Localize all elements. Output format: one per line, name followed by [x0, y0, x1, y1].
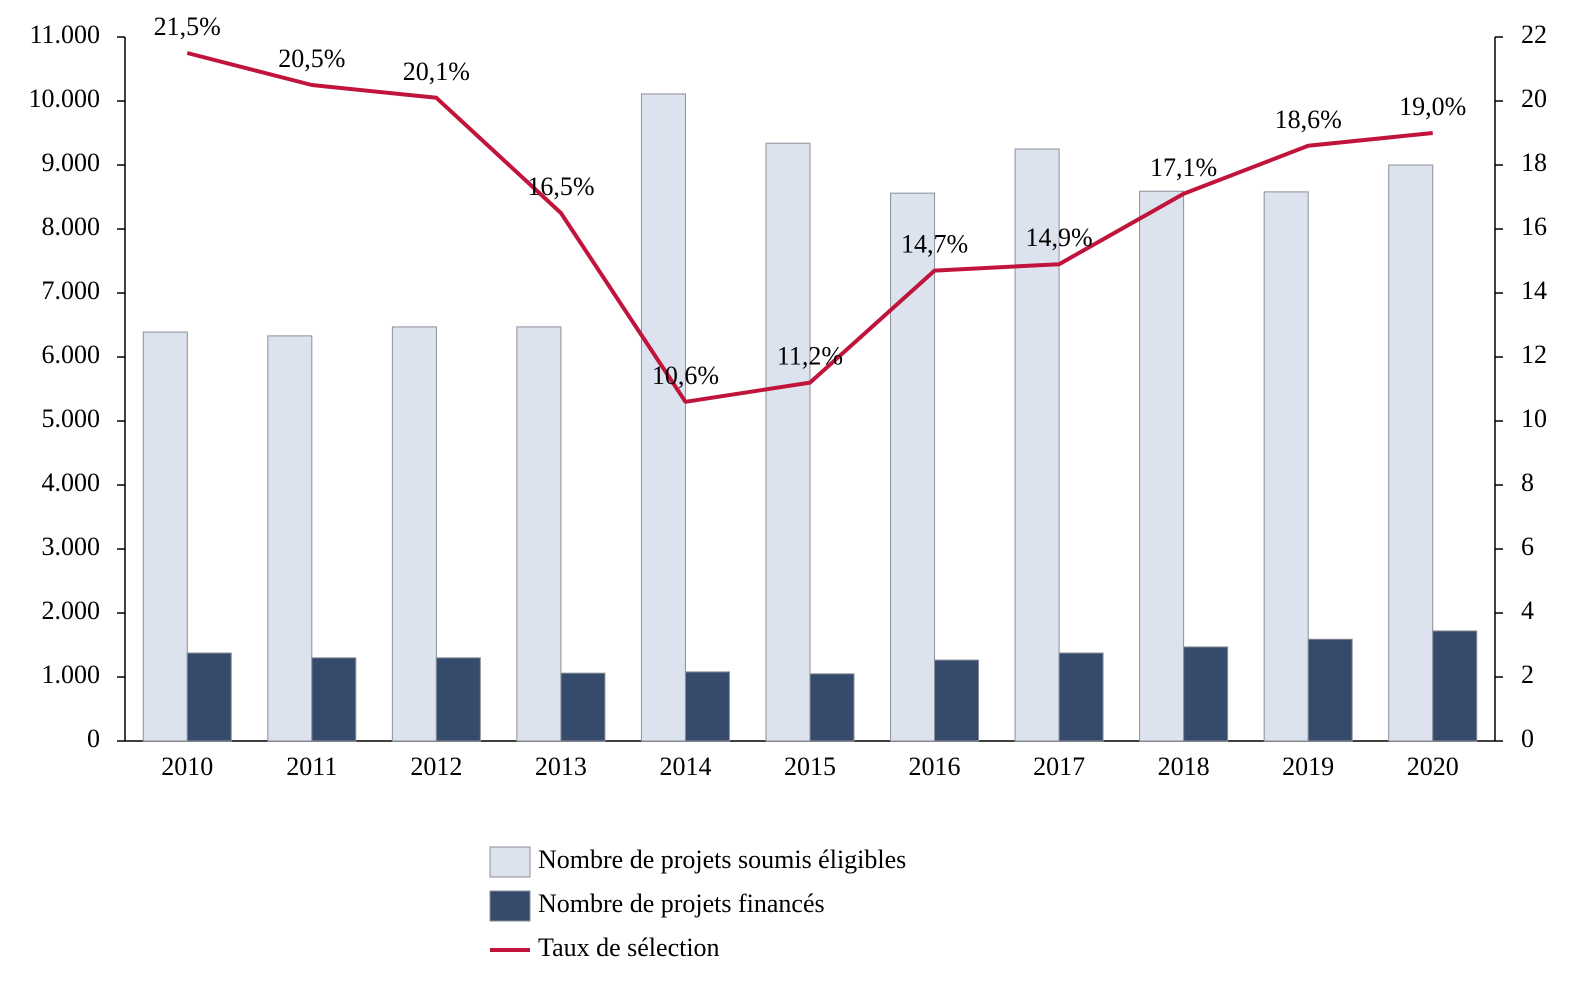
bar [934, 659, 980, 742]
bar [1432, 630, 1478, 742]
x-tick-label: 2016 [909, 752, 961, 781]
y-tick-label: 0 [87, 724, 100, 753]
y-tick-label: 10.000 [29, 84, 101, 113]
y-tick-label: 6.000 [42, 340, 101, 369]
bar [890, 192, 936, 742]
bar [1263, 191, 1309, 742]
bar [1388, 164, 1434, 742]
y2-tick-label: 14 [1521, 276, 1547, 305]
bar [391, 326, 437, 742]
x-tick-label: 2010 [161, 752, 213, 781]
x-tick-label: 2014 [659, 752, 711, 781]
bar [1183, 646, 1229, 742]
x-tick-label: 2011 [286, 752, 337, 781]
bar [516, 326, 562, 742]
legend-label: Taux de sélection [538, 933, 720, 962]
y2-tick-label: 2 [1521, 660, 1534, 689]
bar [1307, 638, 1353, 742]
data-label: 14,9% [1026, 223, 1093, 252]
bar [267, 335, 313, 742]
data-label: 20,5% [278, 44, 345, 73]
data-label: 14,7% [901, 230, 968, 259]
y-tick-label: 9.000 [42, 148, 101, 177]
legend-swatch [489, 890, 531, 922]
bar [684, 671, 730, 742]
y2-tick-label: 16 [1521, 212, 1547, 241]
line [186, 51, 1433, 404]
bar [1058, 652, 1104, 742]
bar [640, 93, 686, 742]
bar [186, 652, 232, 742]
x-tick-label: 2017 [1033, 752, 1085, 781]
y2-tick-label: 10 [1521, 404, 1547, 433]
legend-swatch [489, 846, 531, 878]
y2-tick-label: 4 [1521, 596, 1534, 625]
y-tick-label: 8.000 [42, 212, 101, 241]
x-tick-label: 2015 [784, 752, 836, 781]
data-label: 21,5% [154, 12, 221, 41]
y2-tick-label: 22 [1521, 20, 1547, 49]
x-tick-label: 2012 [410, 752, 462, 781]
data-label: 11,2% [777, 342, 843, 371]
y2-tick-label: 12 [1521, 340, 1547, 369]
y2-tick-label: 6 [1521, 532, 1534, 561]
legend-label: Nombre de projets soumis éligibles [538, 845, 906, 874]
data-label: 16,5% [527, 172, 594, 201]
y-tick-label: 11.000 [29, 20, 100, 49]
bar [765, 142, 811, 742]
y2-tick-label: 18 [1521, 148, 1547, 177]
legend-label: Nombre de projets financés [538, 889, 825, 918]
data-label: 18,6% [1275, 105, 1342, 134]
bar [809, 673, 855, 742]
data-label: 17,1% [1150, 153, 1217, 182]
y-tick-label: 1.000 [42, 660, 101, 689]
y2-tick-label: 8 [1521, 468, 1534, 497]
bar [560, 672, 606, 742]
y2-tick-label: 20 [1521, 84, 1547, 113]
bar [1139, 190, 1185, 742]
data-label: 10,6% [652, 361, 719, 390]
y-tick-label: 4.000 [42, 468, 101, 497]
data-label: 19,0% [1399, 92, 1466, 121]
y-tick-label: 2.000 [42, 596, 101, 625]
y-tick-label: 5.000 [42, 404, 101, 433]
bar [1014, 148, 1060, 742]
y-tick-label: 7.000 [42, 276, 101, 305]
x-tick-label: 2019 [1282, 752, 1334, 781]
x-tick-label: 2013 [535, 752, 587, 781]
y2-tick-label: 0 [1521, 724, 1534, 753]
bar [435, 657, 481, 742]
data-label: 20,1% [403, 57, 470, 86]
x-tick-label: 2018 [1158, 752, 1210, 781]
bar [311, 657, 357, 742]
bar [142, 331, 188, 742]
x-tick-label: 2020 [1407, 752, 1459, 781]
y-tick-label: 3.000 [42, 532, 101, 561]
